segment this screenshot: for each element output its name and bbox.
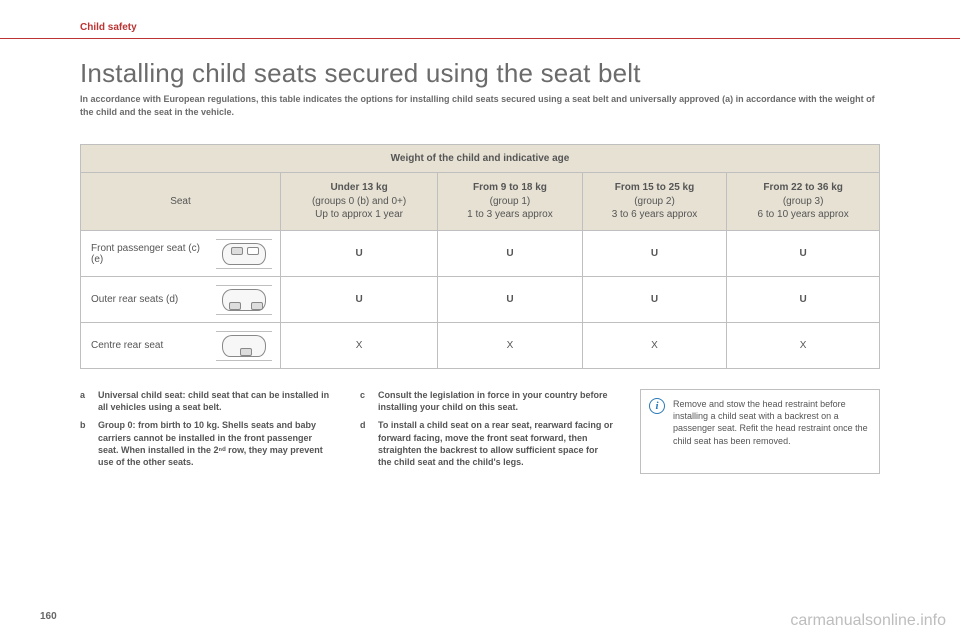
cell-value: X bbox=[281, 323, 438, 369]
cell-value: U bbox=[438, 231, 583, 277]
cell-value: U bbox=[582, 231, 727, 277]
table-row: Front passenger seat (c) (e) U U U U bbox=[81, 231, 880, 277]
page-number: 160 bbox=[40, 611, 57, 622]
cell-value: U bbox=[582, 277, 727, 323]
footnote-b: b Group 0: from birth to 10 kg. Shells s… bbox=[80, 419, 334, 468]
info-icon: i bbox=[649, 398, 665, 414]
footnotes-col-left: a Universal child seat: child seat that … bbox=[80, 389, 334, 474]
col-seat: Seat bbox=[81, 173, 281, 231]
seat-diagram-icon bbox=[216, 285, 272, 315]
cell-value: U bbox=[727, 277, 880, 323]
col-group-1: From 9 to 18 kg (group 1) 1 to 3 years a… bbox=[438, 173, 583, 231]
col-seat-label: Seat bbox=[170, 196, 191, 207]
seat-diagram-icon bbox=[216, 239, 272, 269]
cell-value: X bbox=[438, 323, 583, 369]
footnotes-col-mid: c Consult the legislation in force in yo… bbox=[360, 389, 614, 474]
seat-diagram-icon bbox=[216, 331, 272, 361]
col-group-0: Under 13 kg (groups 0 (b) and 0+) Up to … bbox=[281, 173, 438, 231]
table-header-span: Weight of the child and indicative age bbox=[81, 145, 880, 173]
cell-value: U bbox=[281, 277, 438, 323]
seat-label: Outer rear seats (d) bbox=[91, 294, 206, 305]
footnote-a: a Universal child seat: child seat that … bbox=[80, 389, 334, 413]
manual-page: Child safety Installing child seats secu… bbox=[0, 0, 960, 640]
cell-value: X bbox=[582, 323, 727, 369]
cell-value: U bbox=[727, 231, 880, 277]
info-callout: i Remove and stow the head restraint bef… bbox=[640, 389, 880, 474]
col-group-3: From 22 to 36 kg (group 3) 6 to 10 years… bbox=[727, 173, 880, 231]
table-row: Outer rear seats (d) U U U U bbox=[81, 277, 880, 323]
footnote-c: c Consult the legislation in force in yo… bbox=[360, 389, 614, 413]
cell-value: U bbox=[438, 277, 583, 323]
cell-value: U bbox=[281, 231, 438, 277]
footnotes: a Universal child seat: child seat that … bbox=[80, 389, 880, 474]
seat-label: Centre rear seat bbox=[91, 340, 206, 351]
col-group-2: From 15 to 25 kg (group 2) 3 to 6 years … bbox=[582, 173, 727, 231]
header-rule bbox=[0, 38, 960, 39]
watermark: carmanualsonline.info bbox=[790, 612, 946, 630]
cell-value: X bbox=[727, 323, 880, 369]
info-text: Remove and stow the head restraint befor… bbox=[673, 398, 869, 447]
child-seat-table: Weight of the child and indicative age S… bbox=[80, 144, 880, 369]
page-title: Installing child seats secured using the… bbox=[80, 58, 912, 89]
footnote-d: d To install a child seat on a rear seat… bbox=[360, 419, 614, 468]
page-subtitle: In accordance with European regulations,… bbox=[80, 93, 880, 118]
section-label: Child safety bbox=[80, 22, 147, 33]
table-row: Centre rear seat X X X X bbox=[81, 323, 880, 369]
seat-label: Front passenger seat (c) (e) bbox=[91, 243, 206, 265]
